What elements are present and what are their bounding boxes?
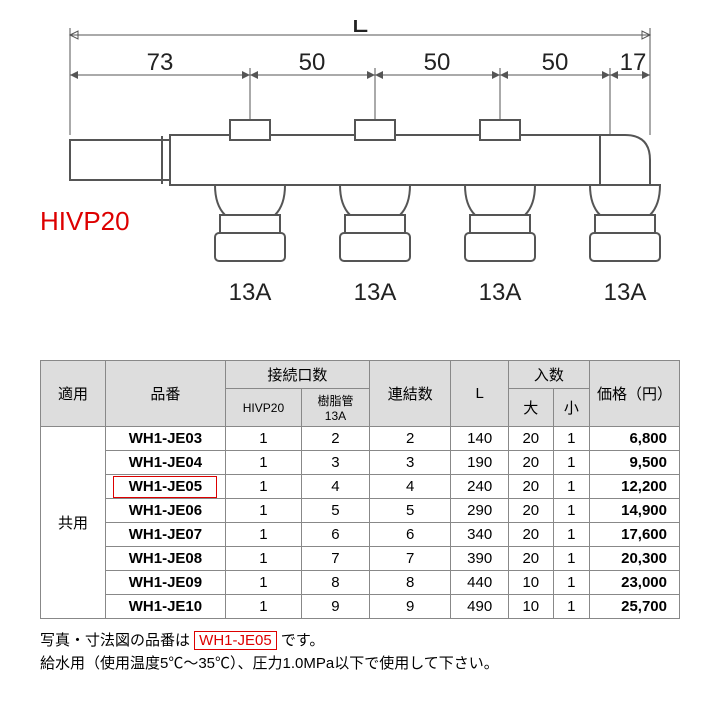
- th-use: 適用: [41, 361, 106, 427]
- table-row: WH1-JE0514424020112,200: [41, 475, 680, 499]
- notes: 写真・寸法図の品番は WH1-JE05 です。 給水用（使用温度5℃〜35℃）、…: [40, 630, 499, 675]
- seg-2: 50: [424, 49, 451, 76]
- th-ports-group: 接続口数: [225, 361, 369, 389]
- port-label-0: 13A: [229, 279, 272, 306]
- table-body: 共用WH1-JE031221402016,800WH1-JE0413319020…: [41, 427, 680, 619]
- note-line-2: 給水用（使用温度5℃〜35℃）、圧力1.0MPa以下で使用して下さい。: [40, 653, 499, 676]
- th-hivp: HIVP20: [225, 389, 301, 427]
- diagram-svg: L 73 50 50 5: [40, 20, 680, 340]
- table-row: WH1-JE041331902019,500: [41, 451, 680, 475]
- note1b: です。: [277, 632, 325, 649]
- note-line-1: 写真・寸法図の品番は WH1-JE05 です。: [40, 630, 499, 653]
- port-label-1: 13A: [354, 279, 397, 306]
- table-row: WH1-JE0615529020114,900: [41, 499, 680, 523]
- manifold-body: [70, 120, 660, 261]
- port-label-3: 13A: [604, 279, 647, 306]
- seg-3: 50: [542, 49, 569, 76]
- note-code: WH1-JE05: [194, 631, 277, 650]
- table-row: WH1-JE0817739020120,300: [41, 547, 680, 571]
- inlet-label: HIVP20: [40, 206, 130, 236]
- th-qty-group: 入数: [508, 361, 589, 389]
- use-cell: 共用: [41, 427, 106, 619]
- table-row: WH1-JE0918844010123,000: [41, 571, 680, 595]
- dimension-diagram: L 73 50 50 5: [40, 20, 680, 340]
- spec-table-wrap: 適用 品番 接続口数 連結数 L 入数 価格（円） HIVP20 樹脂管 13A…: [40, 360, 680, 619]
- th-price: 価格（円）: [590, 361, 680, 427]
- note1a: 写真・寸法図の品番は: [40, 632, 194, 649]
- th-small: 小: [553, 389, 589, 427]
- table-row: 共用WH1-JE031221402016,800: [41, 427, 680, 451]
- port-label-2: 13A: [479, 279, 522, 306]
- th-code: 品番: [105, 361, 225, 427]
- seg-1: 50: [299, 49, 326, 76]
- dim-L-label: L: [352, 20, 369, 39]
- seg-4: 17: [620, 49, 647, 76]
- seg-0: 73: [147, 49, 174, 76]
- th-big: 大: [508, 389, 553, 427]
- table-row: WH1-JE0716634020117,600: [41, 523, 680, 547]
- th-L: L: [451, 361, 508, 427]
- th-links: 連結数: [369, 361, 451, 427]
- spec-table: 適用 品番 接続口数 連結数 L 入数 価格（円） HIVP20 樹脂管 13A…: [40, 360, 680, 619]
- table-row: WH1-JE1019949010125,700: [41, 595, 680, 619]
- th-resin: 樹脂管 13A: [301, 389, 369, 427]
